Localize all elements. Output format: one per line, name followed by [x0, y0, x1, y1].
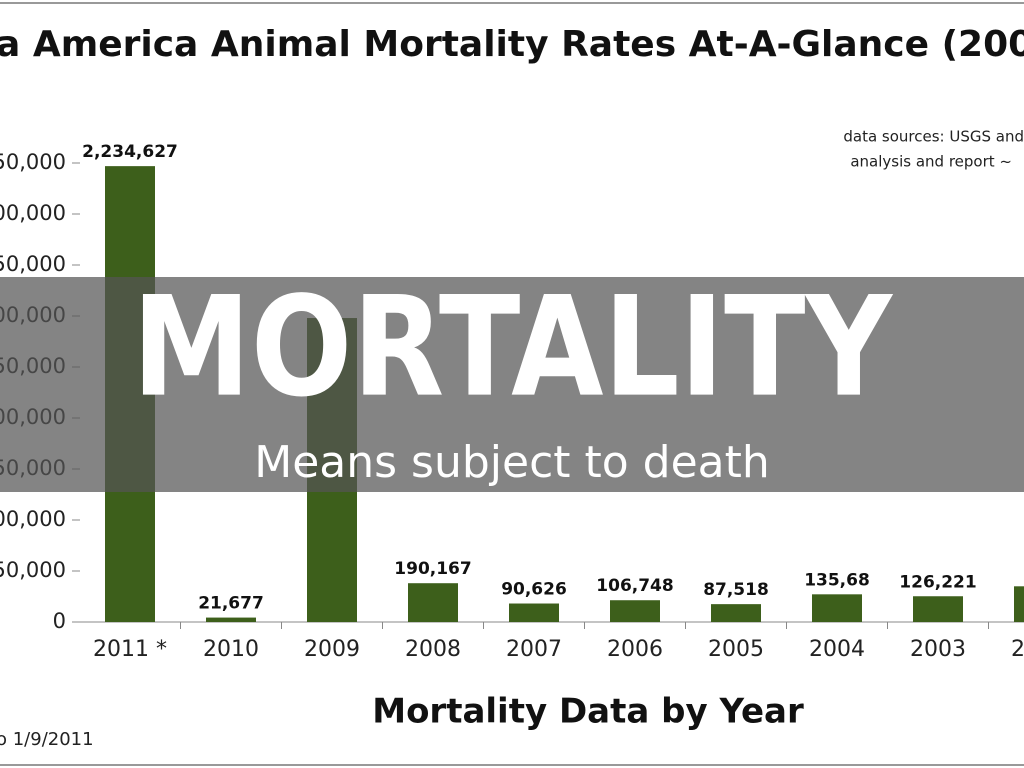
- bar: [408, 583, 458, 622]
- value-label: 135,68: [804, 570, 870, 590]
- source-note: data sources: USGS and: [843, 128, 1024, 146]
- overlay-title: MORTALITY: [132, 267, 894, 428]
- x-tick-label: 2007: [506, 637, 562, 662]
- y-tick-label: 2,250,000: [0, 150, 66, 174]
- bar: [509, 603, 559, 622]
- overlay: MORTALITY Means subject to death: [0, 267, 1024, 492]
- y-tick-label: 2,000,000: [0, 201, 66, 225]
- x-tick-label: 2005: [708, 637, 764, 662]
- bar: [610, 600, 660, 622]
- x-tick-label: 2003: [910, 637, 966, 662]
- bar: [711, 604, 761, 622]
- plot: 0250,000500,000750,0001,000,0001,250,000…: [0, 142, 1024, 662]
- x-tick-label: 2011 *: [93, 637, 167, 662]
- y-tick-label: 1,750,000: [0, 252, 66, 276]
- x-tick-label: 2004: [809, 637, 865, 662]
- overlay-subtitle: Means subject to death: [254, 437, 770, 488]
- chart-title: a America Animal Mortality Rates At-A-Gl…: [0, 24, 1024, 65]
- bar: [913, 596, 963, 622]
- value-label: 190,167: [394, 559, 471, 579]
- value-label: 2,234,627: [82, 142, 178, 162]
- source-note: analysis and report ~: [850, 153, 1012, 171]
- x-tick-label: 2010: [203, 637, 259, 662]
- y-tick-label: 250,000: [0, 558, 66, 582]
- value-label: 87,518: [703, 580, 769, 600]
- value-label: 106,748: [596, 576, 673, 596]
- value-label: 21,677: [198, 594, 264, 614]
- x-tick-label: 2009: [304, 637, 360, 662]
- overlay-band: [0, 277, 1024, 492]
- value-label: 126,221: [899, 572, 976, 592]
- value-label: 90,626: [501, 580, 567, 600]
- x-tick-label: 2006: [607, 637, 663, 662]
- bar: [206, 617, 256, 622]
- x-tick-label: 2002: [1011, 637, 1024, 662]
- bar: [1014, 586, 1024, 622]
- x-axis-title: Mortality Data by Year: [372, 692, 804, 732]
- bar: [812, 594, 862, 622]
- date-note: o 1/9/2011: [0, 729, 94, 750]
- y-tick-label: 0: [53, 609, 66, 633]
- x-tick-label: 2008: [405, 637, 461, 662]
- y-tick-label: 500,000: [0, 507, 66, 531]
